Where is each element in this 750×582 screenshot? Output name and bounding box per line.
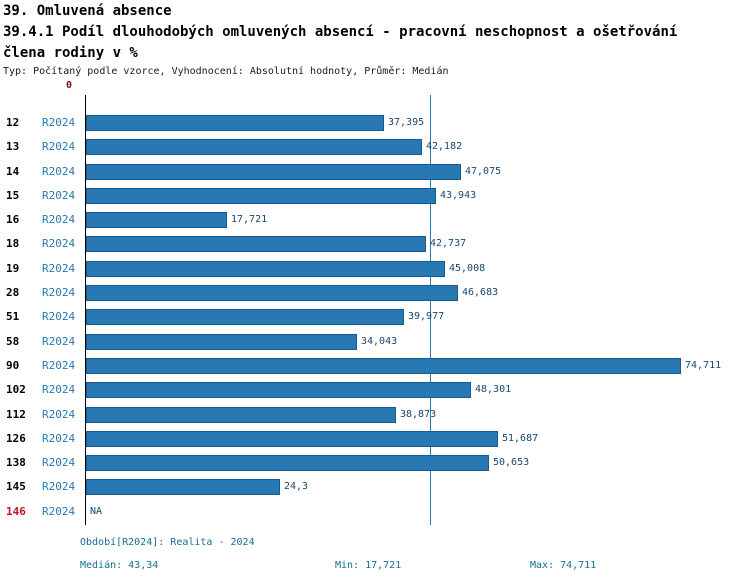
bar-value-label: 17,721 [231,214,268,226]
chart-row: 15 R2024 43,943 [0,184,750,208]
row-period-label: R2024 [42,116,76,129]
row-id-label: 138 [6,456,26,470]
chart-row: 146 R2024 NA [0,500,750,524]
chart-row: 12 R2024 37,395 [0,111,750,135]
row-period-label: R2024 [42,213,76,227]
row-id-label: 58 [6,334,20,348]
chart-row: 58 R2024 34,043 [0,330,750,354]
chart-row: 145 R2024 24,3 [0,475,750,499]
row-id-label: 51 [6,310,20,324]
chart-row: 14 R2024 47,075 [0,160,750,184]
bar [86,479,280,496]
row-id-label: 13 [6,140,20,154]
chart-row: 16 R2024 17,721 [0,208,750,232]
footer-period-label: Období[R2024]: Realita - 2024 [80,537,255,548]
row-period-label: R2024 [42,456,76,470]
row-id-label: 15 [6,188,20,202]
chart-row: 51 R2024 39,977 [0,305,750,329]
row-period-label: R2024 [42,480,76,494]
bar [86,333,357,350]
bar-value-label: 47,075 [465,165,502,177]
bar-value-label: 24,3 [284,481,309,493]
row-period-label: R2024 [42,140,76,154]
row-period-label: R2024 [42,334,76,348]
row-id-label: 146 [6,504,26,518]
bar-value-label: 43,943 [440,189,477,201]
row-period-label: R2024 [42,188,76,202]
row-period-label: R2024 [42,286,76,300]
row-id-label: 18 [6,237,20,251]
bar-value-label: 46,683 [462,287,499,299]
row-id-label: 12 [6,116,20,129]
row-period-label: R2024 [42,310,76,324]
bar-value-label: 45,008 [449,262,486,274]
row-id-label: 28 [6,286,20,300]
row-id-label: 126 [6,431,26,445]
bar-value-label: 39,977 [408,311,445,323]
row-id-label: 145 [6,480,26,494]
chart-row: 18 R2024 42,737 [0,232,750,256]
row-period-label: R2024 [42,431,76,445]
bar [86,382,471,399]
row-period-label: R2024 [42,504,76,518]
bar-value-label: 50,653 [493,457,530,469]
row-period-label: R2024 [42,407,76,421]
chart-row: 112 R2024 38,873 [0,403,750,427]
row-period-label: R2024 [42,358,76,372]
row-period-label: R2024 [42,261,76,275]
row-id-label: 16 [6,213,20,227]
median-line [430,95,431,525]
report-subtitle-line2: člena rodiny v % [3,45,138,61]
x-axis-zero-label: 0 [66,80,73,91]
bar [86,309,404,326]
footer-min-label: Min: 17,721 [335,560,402,571]
bar-value-label: 51,687 [502,432,539,444]
bar [86,455,489,472]
chart-row: 126 R2024 51,687 [0,427,750,451]
bar-value-label: 48,301 [475,384,512,396]
bar [86,163,461,180]
footer-max-label: Max: 74,711 [530,560,597,571]
row-id-label: 14 [6,164,20,178]
row-id-label: 19 [6,261,20,275]
chart-row: 13 R2024 42,182 [0,135,750,159]
bar-chart-rows: 12 R2024 37,395 13 R2024 42,182 14 R2024 47,075 1… [0,111,750,524]
bar-value-label: 74,711 [685,359,722,371]
chart-row: 90 R2024 74,711 [0,354,750,378]
bar [86,430,498,447]
bar [86,236,426,253]
row-id-label: 112 [6,407,26,421]
bar-value-label: 37,395 [388,117,425,128]
row-period-label: R2024 [42,237,76,251]
bar [86,357,681,374]
bar [86,260,445,277]
row-period-label: R2024 [42,383,76,397]
bar-value-label: 38,873 [400,408,437,420]
chart-row: 28 R2024 46,683 [0,281,750,305]
report-type-line: Typ: Počítaný podle vzorce, Vyhodnocení:… [3,66,449,77]
footer-median-label: Medián: 43,34 [80,560,159,571]
bar [86,285,458,302]
row-id-label: 102 [6,383,26,397]
chart-row: 102 R2024 48,301 [0,378,750,402]
bar-value-label: 42,182 [426,141,463,153]
row-id-label: 90 [6,358,20,372]
y-axis-line [85,95,86,525]
page-title: 39. Omluvená absence [3,3,172,19]
report-subtitle-line1: 39.4.1 Podíl dlouhodobých omluvených abs… [3,24,678,40]
chart-row: 19 R2024 45,008 [0,257,750,281]
bar-value-label: 42,737 [430,238,467,250]
bar-value-label: NA [90,505,103,517]
chart-row: 138 R2024 50,653 [0,451,750,475]
row-period-label: R2024 [42,164,76,178]
bar-value-label: 34,043 [361,335,398,347]
bar [86,212,227,229]
bar [86,115,384,131]
bar [86,406,396,423]
bar [86,139,422,156]
bar [86,187,436,204]
